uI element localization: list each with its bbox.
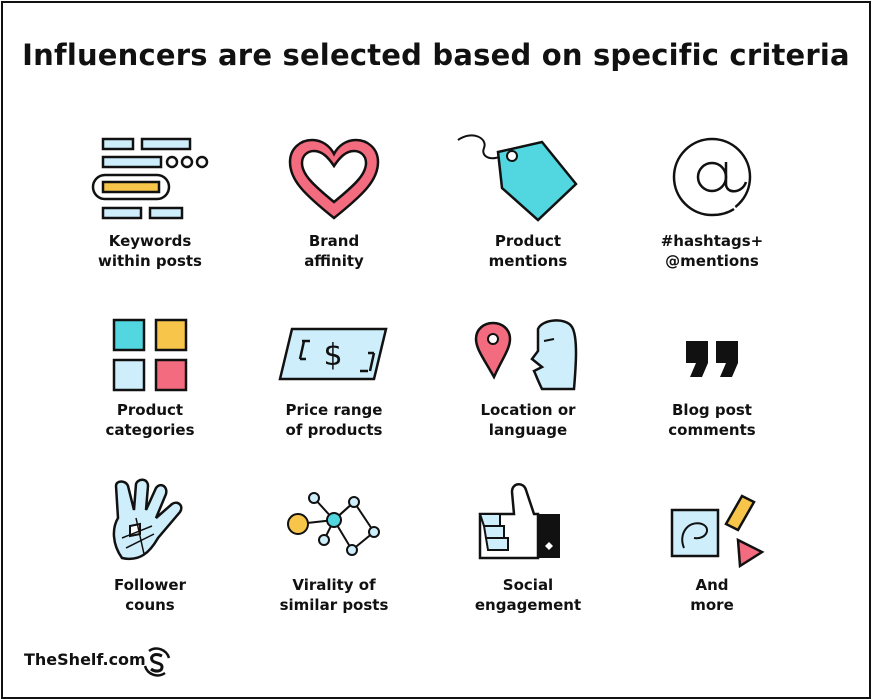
- network-icon: [244, 478, 424, 568]
- criteria-label: Product categories: [105, 401, 195, 439]
- category-grid-icon: [60, 315, 240, 405]
- at-sign-icon: [622, 132, 802, 222]
- criteria-label: Blog post comments: [668, 401, 756, 439]
- brand-name: TheShelf.com: [24, 650, 146, 669]
- criteria-label: Follower couns: [114, 576, 186, 614]
- svg-text:$: $: [323, 338, 342, 373]
- criteria-label: Virality of similar posts: [279, 576, 389, 614]
- shapes-icon: [622, 478, 802, 569]
- price-tag-icon: [438, 132, 618, 222]
- criteria-label: #hashtags+ @mentions: [660, 232, 764, 270]
- theshelf-logo-icon: [140, 645, 174, 684]
- dollar-bill-icon: $: [244, 315, 424, 405]
- criteria-label: Product mentions: [488, 232, 568, 270]
- heart-icon: [244, 132, 424, 222]
- keywords-icon: [60, 132, 240, 222]
- criteria-label: Keywords within posts: [98, 232, 202, 270]
- thumbs-up-icon: [438, 478, 618, 568]
- location-face-icon: [438, 315, 618, 405]
- hand-icon: [60, 478, 240, 568]
- criteria-label: Brand affinity: [304, 232, 364, 270]
- quote-marks-icon: [622, 315, 802, 405]
- page-title: Influencers are selected based on specif…: [22, 38, 850, 72]
- criteria-label: And more: [690, 576, 734, 614]
- criteria-label: Location or language: [480, 401, 576, 439]
- criteria-label: Social engagement: [474, 576, 582, 614]
- criteria-label: Price range of products: [285, 401, 383, 439]
